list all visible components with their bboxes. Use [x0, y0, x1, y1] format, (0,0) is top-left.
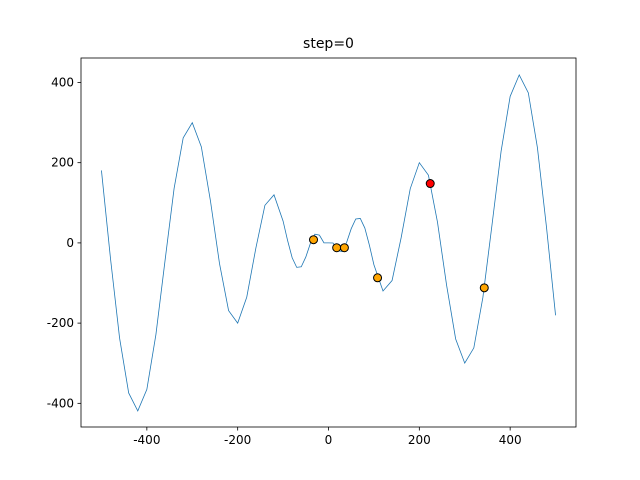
marker	[309, 235, 319, 245]
marker	[425, 179, 435, 189]
marker	[479, 283, 489, 293]
y-tick-label: 0	[66, 236, 74, 250]
chart-title: step=0	[303, 36, 354, 52]
marker	[332, 243, 342, 253]
y-tick-label: 400	[51, 75, 74, 89]
x-tick-label: 0	[325, 433, 333, 447]
axes-frame	[80, 57, 577, 428]
y-tick-label: -200	[47, 316, 74, 330]
line	[101, 73, 556, 412]
x-tick-label: 200	[408, 433, 431, 447]
x-tick-label: 400	[499, 433, 522, 447]
marker	[339, 243, 349, 253]
x-tick-label: -400	[133, 433, 160, 447]
x-tick-label: -200	[224, 433, 251, 447]
y-tick-label: 200	[51, 156, 74, 170]
marker	[373, 273, 383, 283]
y-tick-label: -400	[47, 396, 74, 410]
